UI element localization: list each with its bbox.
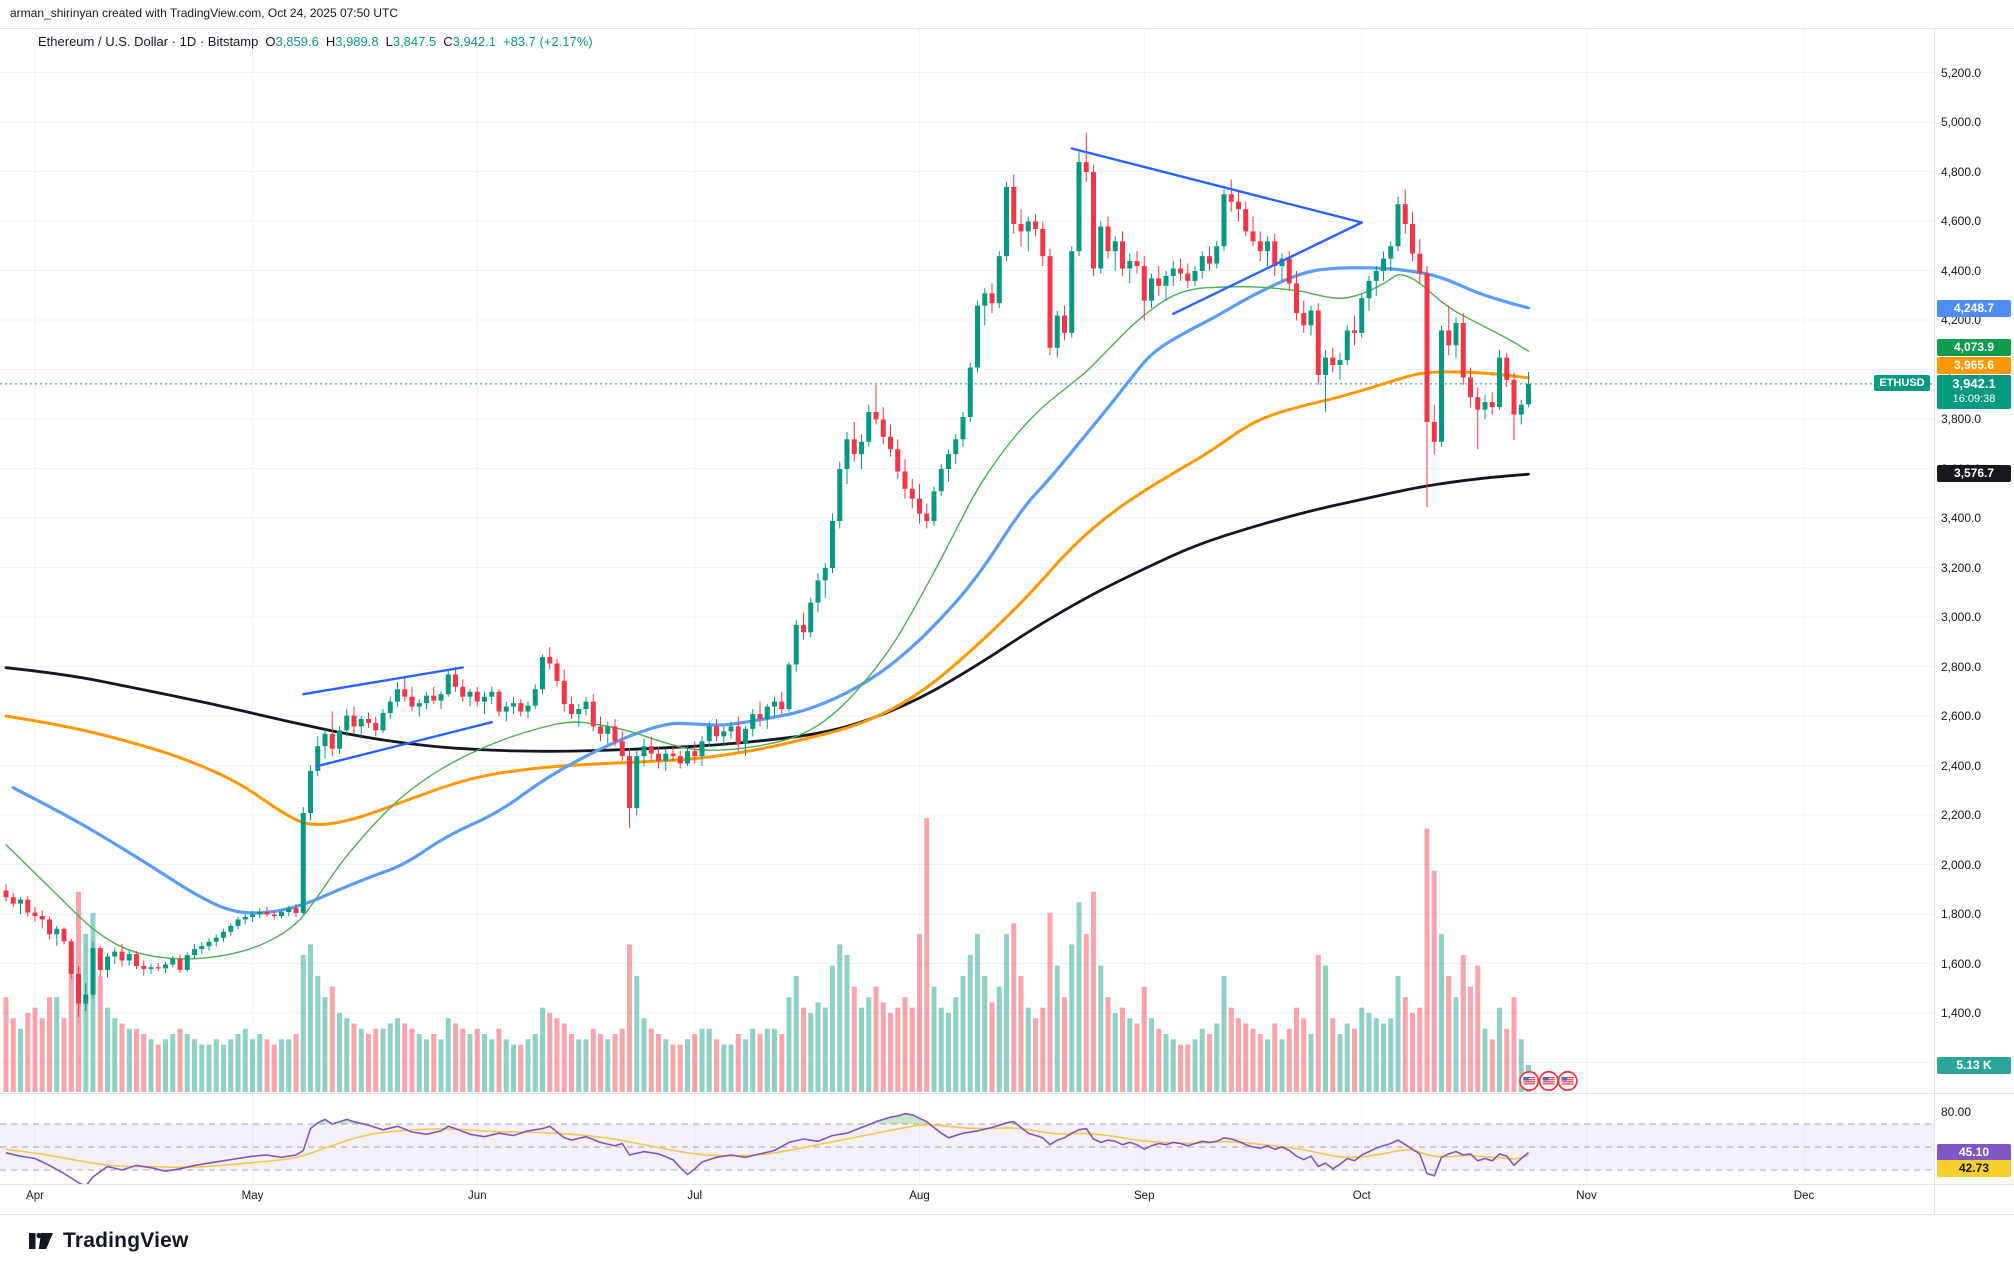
month-label-jun: Jun <box>467 1190 487 1202</box>
price-axis-label: 1,600.0 <box>1941 956 1982 971</box>
ma50-line <box>11 266 1531 915</box>
price-axis-border <box>1934 28 1935 1215</box>
rsi-line <box>5 1112 1530 1184</box>
rsi-value-badge: 45.10 <box>1937 1144 2011 1161</box>
price-axis-label: 1,800.0 <box>1941 907 1982 921</box>
month-label-aug: Aug <box>909 1190 930 1202</box>
month-label-apr: Apr <box>26 1190 44 1202</box>
bar-countdown: 16:09:38 <box>1952 393 1996 405</box>
price-axis-label: 2,400.0 <box>1941 758 1982 773</box>
trendline-may-channel-lower <box>316 720 493 768</box>
price-axis[interactable] <box>1935 28 2014 1215</box>
price-axis-label: 3,000.0 <box>1941 610 1982 624</box>
month-label-jul: Jul <box>687 1190 703 1202</box>
attribution-text: arman_shirinyan created with TradingView… <box>10 6 398 20</box>
tradingview-logo[interactable]: TradingView <box>28 1228 189 1254</box>
grid-lines <box>0 28 1934 1184</box>
rsi-ma-value-badge: 42.73 <box>1937 1160 2011 1177</box>
price-axis-label: 4,600.0 <box>1941 214 1982 228</box>
trendline-triangle-upper <box>1070 147 1363 224</box>
rsi-ma-line <box>5 1123 1529 1169</box>
month-label-dec: Dec <box>1793 1190 1815 1202</box>
pane-separator <box>0 1093 2014 1094</box>
rsi-upper-level-label: 80.00 <box>1941 1105 1972 1119</box>
low-label: L <box>385 34 393 49</box>
volume-series <box>3 817 1531 1092</box>
price-axis-label: 5,200.0 <box>1941 65 1982 80</box>
time-axis-border <box>0 1184 2014 1185</box>
tradingview-wordmark: TradingView <box>63 1229 189 1252</box>
symbol-header: Ethereum / U.S. Dollar · 1D · Bitstamp O… <box>38 34 593 49</box>
attribution-bar <box>0 0 2014 28</box>
tradingview-logo-icon <box>29 1232 53 1249</box>
us-flag-event-icon[interactable] <box>1538 1070 1559 1092</box>
ma50-price-badge: 4,248.7 <box>1937 300 2011 317</box>
high-value: 3,989.8 <box>335 34 379 49</box>
month-label-nov: Nov <box>1576 1190 1597 1202</box>
ma100-line <box>4 370 1530 827</box>
us-flag-event-icon[interactable] <box>1519 1070 1540 1092</box>
price-axis-label: 3,400.0 <box>1941 511 1982 525</box>
price-axis-label: 4,400.0 <box>1941 263 1982 278</box>
trendline-triangle-lower <box>1172 221 1363 316</box>
trendline-may-channel-upper <box>302 666 464 696</box>
price-axis-label: 1,400.0 <box>1941 1006 1982 1020</box>
close-value: 3,942.1 <box>452 34 496 49</box>
open-label: O <box>265 34 276 49</box>
month-label-oct: Oct <box>1352 1190 1371 1202</box>
footer-border <box>0 1214 2014 1215</box>
ma200-price-badge: 3,576.7 <box>1937 465 2011 482</box>
price-axis-label: 3,200.0 <box>1941 560 1982 575</box>
ma100-price-badge: 3,965.6 <box>1937 357 2011 374</box>
open-value: 3,859.6 <box>275 34 319 49</box>
volume-badge: 5.13 K <box>1937 1057 2011 1074</box>
symbol-price-line-tag: ETHUSD <box>1874 375 1930 391</box>
event-flags[interactable] <box>1519 1070 1578 1092</box>
time-axis[interactable] <box>0 1185 2014 1215</box>
last-price-value: 3,942.1 <box>1952 376 1996 391</box>
low-value: 3,847.5 <box>392 34 437 49</box>
price-axis-label: 2,800.0 <box>1941 659 1982 674</box>
rsi-overbought-fill <box>316 1119 333 1124</box>
price-axis-label: 2,200.0 <box>1941 808 1982 822</box>
month-label-may: May <box>241 1190 264 1202</box>
price-axis-label: 4,800.0 <box>1941 164 1982 179</box>
header-separator <box>0 28 2014 29</box>
us-flag-event-icon[interactable] <box>1557 1070 1578 1092</box>
ma200-line <box>4 472 1530 753</box>
candlestick-series[interactable] <box>3 132 1532 1017</box>
month-label-sep: Sep <box>1134 1190 1155 1202</box>
ma-fast-price-badge: 4,073.9 <box>1937 339 2011 356</box>
footer-bar <box>0 1215 2014 1269</box>
last-price-badge: 3,942.1 16:09:38 <box>1937 375 2011 409</box>
price-axis-label: 2,600.0 <box>1941 709 1982 723</box>
change-value: +83.7 (+2.17%) <box>502 34 593 49</box>
price-axis-label: 2,000.0 <box>1941 857 1982 872</box>
price-axis-label: 3,800.0 <box>1941 412 1982 426</box>
price-axis-label: 5,000.0 <box>1941 115 1982 129</box>
high-label: H <box>325 34 336 49</box>
close-label: C <box>443 34 453 49</box>
symbol-title: Ethereum / U.S. Dollar · 1D · Bitstamp <box>38 34 259 49</box>
